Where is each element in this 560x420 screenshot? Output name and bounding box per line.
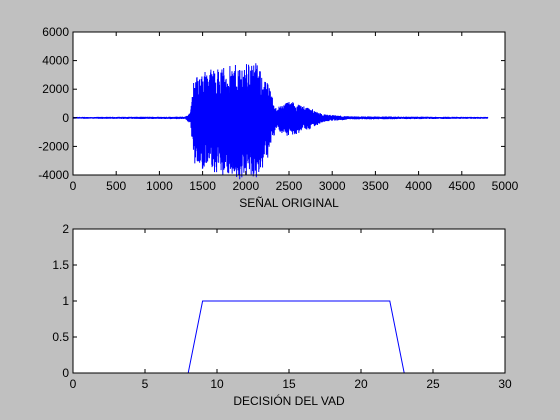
axes-top-series-layer: [72, 63, 489, 180]
x-tick-label: 1500: [189, 179, 216, 193]
x-tick-label: 10: [210, 377, 224, 391]
x-tick-label: 500: [106, 179, 126, 193]
axes-top-ticks: 0 500 1000 1500 2000 2500 3000 3500 4000 4500 5000…: [38, 25, 518, 193]
x-tick-label: 4000: [405, 179, 432, 193]
x-tick-label: 20: [354, 377, 368, 391]
y-tick-label: 0: [62, 111, 69, 125]
x-tick-label: 1000: [146, 179, 173, 193]
y-tick-label: 0: [62, 366, 69, 380]
x-tick-label: 0: [70, 179, 77, 193]
y-tick-label: 2000: [42, 82, 69, 96]
y-tick-label: 1: [62, 294, 69, 308]
axes-bottom-ticks: 0 5 10 15 20 25 30 0 0.5 1 1.5 2: [52, 222, 512, 391]
x-tick-label: 0: [70, 377, 77, 391]
x-tick-label: 3000: [319, 179, 346, 193]
x-tick-label: 5000: [492, 179, 519, 193]
x-tick-label: 15: [282, 377, 296, 391]
axes-bottom-xlabel: DECISIÓN DEL VAD: [233, 393, 345, 408]
y-tick-label: 1.5: [52, 258, 69, 272]
x-tick-label: 30: [498, 377, 512, 391]
x-tick-label: 25: [426, 377, 440, 391]
y-tick-label: 0.5: [52, 330, 69, 344]
series-line-top-0: [72, 63, 489, 180]
y-tick-label: -4000: [38, 168, 69, 182]
y-tick-label: 4000: [42, 54, 69, 68]
y-tick-label: -2000: [38, 139, 69, 153]
axes-top: 0 500 1000 1500 2000 2500 3000 3500 4000 4500 5000…: [38, 25, 518, 210]
y-tick-label: 6000: [42, 25, 69, 39]
axes-bottom: 0 5 10 15 20 25 30 0 0.5 1 1.5 2 DECISIÓN DEL VAD: [52, 222, 512, 408]
x-tick-label: 4500: [448, 179, 475, 193]
x-tick-label: 2000: [232, 179, 259, 193]
x-tick-label: 2500: [276, 179, 303, 193]
y-tick-label: 2: [62, 222, 69, 236]
x-tick-label: 3500: [362, 179, 389, 193]
x-tick-label: 5: [142, 377, 149, 391]
axes-top-xlabel: SEÑAL ORIGINAL: [239, 196, 339, 210]
